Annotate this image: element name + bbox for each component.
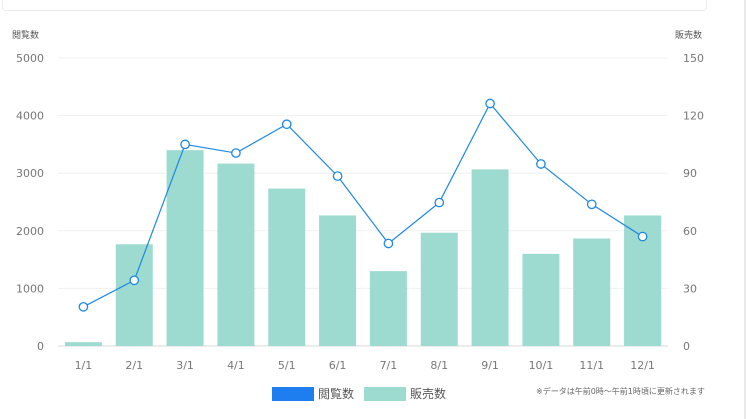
views-point — [536, 159, 546, 169]
update-note: ※データは午前0時～午前1時頃に更新されます — [536, 387, 705, 396]
x-axis-tick-label: 4/1 — [227, 359, 245, 372]
x-axis-tick-label: 12/1 — [630, 359, 655, 372]
x-axis-tick-label: 1/1 — [75, 359, 93, 372]
views-point — [231, 148, 241, 158]
legend-item-sales[interactable]: 販売数 — [364, 385, 446, 402]
x-axis-tick-label: 10/1 — [529, 359, 554, 372]
page-scrollbar[interactable] — [744, 0, 746, 419]
x-axis-tick-label: 7/1 — [380, 359, 398, 372]
sales-bar — [573, 238, 611, 346]
legend-item-views[interactable]: 閲覧数 — [272, 385, 354, 402]
top-card — [2, 0, 707, 11]
x-axis-tick-label: 11/1 — [579, 359, 604, 372]
x-axis-tick-label: 9/1 — [481, 359, 499, 372]
sales-bar — [268, 188, 306, 346]
legend-views-swatch — [272, 386, 314, 401]
sales-bar — [115, 244, 153, 346]
sales-bar — [522, 253, 560, 346]
views-point — [586, 199, 597, 210]
views-point — [180, 139, 190, 150]
sales-bar — [64, 342, 102, 346]
views-point — [281, 119, 292, 130]
sales-bar — [369, 271, 407, 346]
sales-bar — [319, 215, 357, 346]
legend-sales-label: 販売数 — [410, 387, 447, 401]
left-axis-tick-label: 3000 — [16, 167, 44, 180]
right-axis-tick-label: 120 — [683, 110, 704, 123]
left-axis-tick-label: 5000 — [16, 52, 44, 65]
x-axis-tick-label: 3/1 — [176, 359, 194, 372]
views-line — [83, 102, 643, 308]
x-axis-tick-label: 5/1 — [278, 359, 296, 372]
right-axis-tick-label: 150 — [683, 52, 704, 65]
views-point — [332, 171, 343, 181]
left-axis-title: 閲覧数 — [12, 31, 40, 41]
legend: 閲覧数 販売数 — [272, 385, 446, 402]
views-point — [383, 238, 394, 249]
right-axis-tick-label: 90 — [683, 167, 697, 180]
x-axis-tick-label: 6/1 — [329, 359, 347, 372]
sales-bar — [471, 169, 509, 346]
sales-bar — [420, 232, 458, 346]
x-axis-tick-label: 2/1 — [125, 359, 143, 372]
left-axis-tick-label: 0 — [37, 340, 44, 353]
views-point — [129, 275, 140, 286]
sales-bar — [217, 163, 255, 346]
right-axis-tick-label: 30 — [683, 282, 697, 295]
left-axis-tick-label: 1000 — [16, 282, 44, 295]
legend-sales-swatch — [364, 386, 407, 401]
legend-views-label: 閲覧数 — [318, 387, 355, 401]
views-point — [434, 197, 445, 208]
right-axis-title: 販売数 — [675, 31, 703, 41]
left-axis-tick-label: 2000 — [16, 225, 44, 238]
right-axis-tick-label: 60 — [683, 225, 697, 238]
sales-bar — [166, 150, 204, 346]
views-point — [485, 98, 495, 109]
right-axis-tick-label: 0 — [683, 340, 690, 353]
views-point — [78, 301, 89, 312]
views-point — [637, 231, 648, 242]
x-axis-tick-label: 8/1 — [430, 359, 448, 372]
left-axis-tick-label: 4000 — [16, 110, 44, 123]
